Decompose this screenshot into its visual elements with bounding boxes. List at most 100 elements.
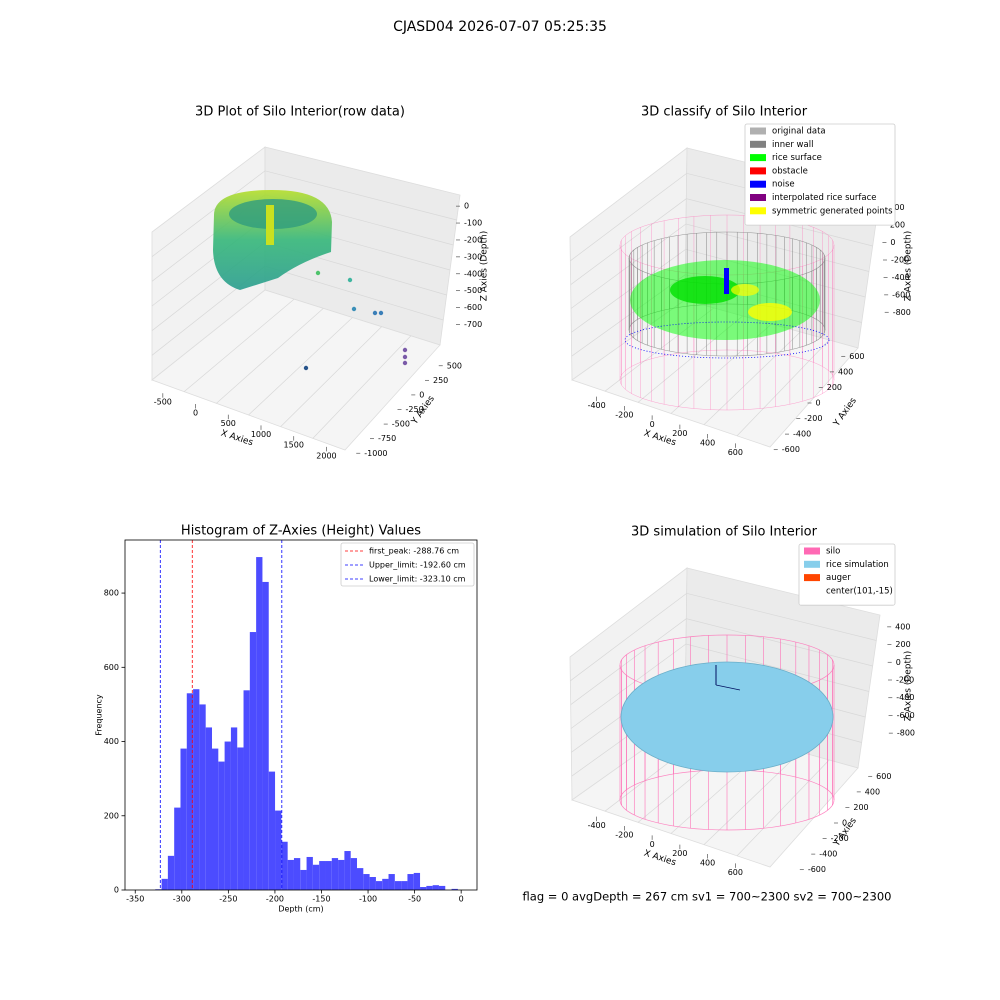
decorations: [151, 146, 881, 868]
suptitle: CJASD04 2026-07-07 05:25:35: [393, 19, 607, 35]
bar: [262, 581, 269, 890]
pane-grid: [183, 298, 295, 392]
x-tick-label: 500: [221, 419, 236, 428]
rice-surface: [670, 276, 740, 304]
outlier-point: [351, 306, 357, 312]
y-tick-label: 500: [447, 361, 462, 370]
x-tick-label: 0: [459, 895, 464, 904]
pane-grid: [570, 618, 873, 705]
bar: [293, 858, 301, 890]
auger: [715, 684, 741, 691]
legend-label: rice simulation: [826, 560, 889, 570]
outlier-point: [378, 310, 384, 316]
x-tick-label: 1000: [251, 430, 271, 439]
bar: [212, 748, 219, 890]
z-tick-label: -400: [464, 269, 482, 278]
outlier-point: [347, 277, 353, 283]
legend-label: Upper_limit: -192.60 cm: [369, 561, 466, 570]
y-tick-label: -250: [406, 405, 424, 414]
bar: [256, 557, 263, 890]
legend-label: first_peak: -288.76 cm: [369, 547, 459, 556]
bar: [275, 810, 282, 890]
outlier-point: [402, 360, 408, 366]
z-tick-label: -600: [464, 303, 482, 312]
pane-grid: [703, 331, 801, 425]
x-tick-label: -250: [219, 895, 237, 904]
bar: [369, 877, 376, 890]
bar: [432, 885, 439, 890]
bar: [205, 727, 213, 890]
legend-swatch: [804, 560, 820, 568]
legend-label: obstacle: [772, 166, 808, 176]
symmetric-points: [748, 303, 792, 321]
bar: [344, 851, 351, 890]
bar: [218, 761, 225, 890]
y-tick-label: 600: [104, 663, 119, 672]
z-axis-label: Z Axies (Depth): [480, 231, 490, 302]
pane-grid: [670, 323, 772, 414]
y-tick-label: -750: [378, 434, 396, 443]
bar: [413, 872, 421, 890]
z-tick-label: -300: [464, 252, 482, 261]
x-tick-label: 600: [728, 868, 743, 877]
y-tick-label: -200: [804, 414, 822, 423]
y-tick-label: -1000: [364, 449, 387, 458]
legend-box: [340, 542, 475, 587]
bar: [325, 861, 332, 890]
axes-frame: [124, 539, 478, 891]
x-tick-label: -200: [615, 830, 633, 839]
y-tick-label: -600: [782, 445, 800, 454]
pane-grid: [216, 308, 324, 404]
y-tick-label: 0: [816, 399, 821, 408]
x-tick-label: 2000: [316, 451, 336, 460]
outlier-point: [315, 270, 321, 276]
z-axis-label: Z Axies (Depth): [904, 231, 914, 302]
z-tick-label: 0: [464, 202, 469, 211]
legend-swatch: [750, 167, 766, 175]
z-tick-label: -700: [464, 320, 482, 329]
legend-label: center(101,-15): [826, 586, 893, 596]
bar: [287, 859, 294, 890]
bar: [426, 885, 433, 890]
y-tick-label: 0: [419, 390, 424, 399]
bar: [357, 868, 364, 890]
pane-grid: [570, 223, 870, 309]
legend-swatch: [750, 127, 766, 135]
bar: [338, 859, 345, 890]
legend-swatch: [750, 180, 766, 188]
x-tick-label: 200: [672, 849, 687, 858]
x-tick-label: -350: [126, 895, 144, 904]
legend-swatch: [804, 574, 820, 582]
bar: [281, 841, 288, 890]
footer-text: flag = 0 avgDepth = 267 cm sv1 = 700~230…: [523, 890, 892, 904]
legend-swatch: [750, 207, 766, 215]
outlier-point: [402, 347, 408, 353]
legend-swatch: [750, 194, 766, 201]
x-tick-label: 1500: [284, 441, 304, 450]
x-tick-label: -200: [266, 895, 284, 904]
z-tick-label: -600: [892, 290, 910, 299]
x-tick-label: 600: [728, 448, 743, 457]
x-tick-label: -100: [359, 895, 377, 904]
x-tick-label: -500: [154, 398, 172, 407]
pane-grid: [312, 335, 412, 439]
bar: [407, 874, 414, 890]
y-tick-label: -400: [793, 430, 811, 439]
bar: [193, 689, 200, 890]
bar: [451, 888, 458, 890]
x-tick-label: -400: [588, 821, 606, 830]
z-tick-label: -100: [464, 219, 482, 228]
y-tick-label: 0: [114, 886, 119, 895]
y-tick-label: 400: [838, 367, 853, 376]
chart-title: 3D classify of Silo Interior: [641, 105, 808, 120]
bar: [180, 748, 187, 890]
bar: [167, 855, 175, 890]
y-tick-label: 800: [104, 589, 119, 598]
bar: [199, 704, 206, 890]
z-tick-label: -800: [897, 729, 915, 738]
y-tick-label: 200: [853, 803, 868, 812]
z-tick-label: -200: [464, 235, 482, 244]
pane-grid: [248, 317, 353, 416]
bar: [363, 874, 370, 890]
